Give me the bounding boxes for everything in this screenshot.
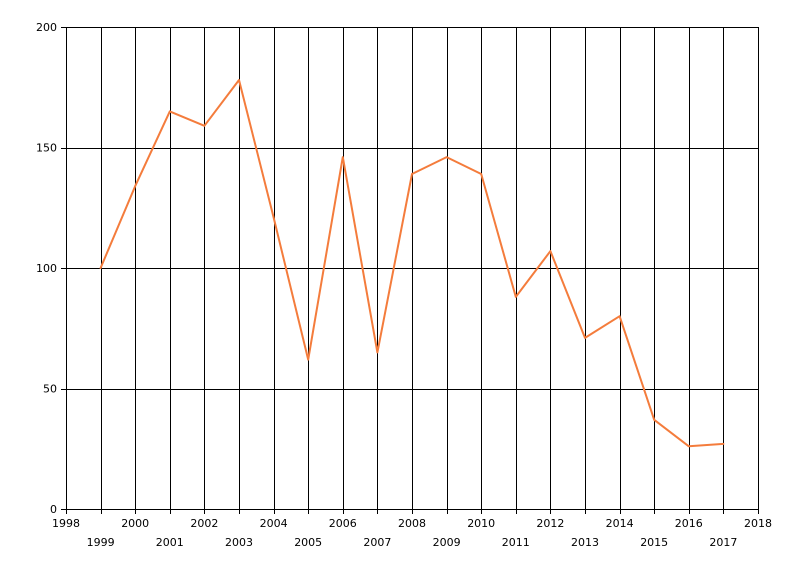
x-tick-label: 2003 [225,536,253,549]
y-tick-label: 50 [43,383,57,396]
x-tick-label: 2001 [156,536,184,549]
tick-labels: 0 50 100 150 200 1998 1999 2000 2001 2002 2003 2004… [36,21,772,549]
grid [61,27,759,514]
x-tick-label: 1999 [87,536,115,549]
x-tick-label: 2012 [536,517,564,530]
x-tick-label: 2007 [363,536,391,549]
x-tick-label: 2015 [640,536,668,549]
x-tick-label: 2018 [744,517,772,530]
y-tick-label: 200 [36,21,57,34]
y-tick-label: 100 [36,262,57,275]
x-tick-label: 2016 [675,517,703,530]
x-tick-label: 2002 [190,517,218,530]
x-tick-label: 2010 [467,517,495,530]
y-tick-label: 150 [36,142,57,155]
series-line-0 [99,79,725,448]
x-tick-label: 2009 [433,536,461,549]
x-tick-label: 2006 [329,517,357,530]
series [99,79,725,448]
y-tick-label: 0 [50,503,57,516]
axes [61,27,758,514]
x-tick-label: 2014 [606,517,634,530]
x-tick-label: 2004 [260,517,288,530]
x-tick-label: 2005 [294,536,322,549]
x-tick-label: 2000 [121,517,149,530]
x-tick-label: 2011 [502,536,530,549]
x-tick-label: 2017 [709,536,737,549]
x-tick-label: 2013 [571,536,599,549]
x-tick-label: 2008 [398,517,426,530]
x-tick-label: 1998 [52,517,80,530]
